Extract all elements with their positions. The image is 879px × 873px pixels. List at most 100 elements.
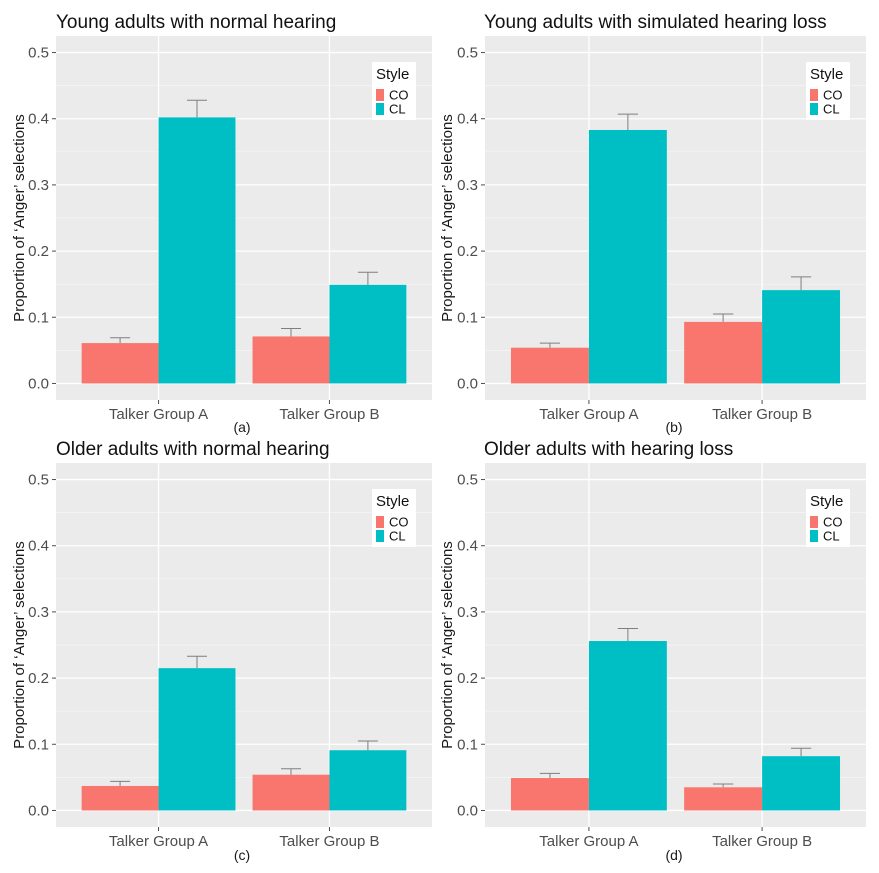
y-tick-label: 0.0 bbox=[28, 802, 49, 819]
panel-d: 0.0 0.1 0.2 0.3 0.4 0.5 Talker Group A Talker G… bbox=[439, 439, 866, 863]
legend-label-co: CO bbox=[823, 515, 843, 530]
error-bar bbox=[110, 780, 131, 786]
legend-swatch-co bbox=[376, 89, 384, 101]
error-bar bbox=[187, 99, 207, 118]
y-tick-label: 0.2 bbox=[457, 243, 478, 260]
error-bar bbox=[357, 740, 378, 751]
bar-co-2 bbox=[684, 321, 763, 384]
y-axis-label: Proportion of ‘Anger’ selections bbox=[11, 541, 28, 749]
y-tick-label: 0.1 bbox=[28, 309, 49, 326]
legend-swatch-cl bbox=[376, 530, 384, 542]
bar-co-2 bbox=[684, 787, 763, 811]
y-tick-label: 0.0 bbox=[28, 375, 49, 392]
y-tick-label: 0.5 bbox=[28, 45, 49, 62]
y-axis-label: Proportion of ‘Anger’ selections bbox=[439, 541, 456, 749]
legend-label-co: CO bbox=[823, 88, 843, 103]
legend-label-co: CO bbox=[389, 515, 409, 530]
legend-swatch-co bbox=[376, 516, 384, 528]
error-bar bbox=[617, 113, 639, 130]
y-tick-label: 0.4 bbox=[457, 111, 478, 128]
y-axis-label: Proportion of ‘Anger’ selections bbox=[11, 114, 28, 322]
legend-title: Style bbox=[376, 66, 409, 83]
y-tick-label: 0.1 bbox=[457, 736, 478, 753]
error-bar bbox=[712, 313, 734, 322]
bar-co-2 bbox=[252, 774, 330, 811]
legend-label-cl: CL bbox=[823, 102, 840, 117]
bar-co-2 bbox=[252, 336, 330, 384]
error-bar bbox=[790, 276, 812, 291]
bar-cl-1 bbox=[158, 117, 236, 384]
panel-label: (b) bbox=[665, 419, 682, 435]
bar-co-1 bbox=[510, 347, 589, 384]
bar-co-1 bbox=[81, 343, 159, 384]
bar-cl-1 bbox=[588, 129, 667, 384]
bar-cl-2 bbox=[762, 756, 841, 811]
legend-title: Style bbox=[810, 493, 843, 510]
error-bar bbox=[281, 328, 301, 337]
error-bar bbox=[187, 655, 207, 669]
error-bar bbox=[357, 271, 378, 285]
y-axis-label: Proportion of ‘Anger’ selections bbox=[439, 114, 456, 322]
y-tick-label: 0.2 bbox=[28, 670, 49, 687]
panel-label: (d) bbox=[665, 847, 682, 863]
x-tick-label: Talker Group B bbox=[712, 833, 812, 850]
y-tick-label: 0.0 bbox=[457, 375, 478, 392]
error-bar bbox=[281, 768, 301, 775]
legend-title: Style bbox=[810, 66, 843, 83]
legend-swatch-cl bbox=[810, 103, 818, 115]
legend-label-cl: CL bbox=[823, 529, 840, 544]
error-bar bbox=[539, 772, 561, 779]
legend-swatch-cl bbox=[376, 103, 384, 115]
x-tick-label: Talker Group B bbox=[279, 833, 379, 850]
error-bar bbox=[110, 337, 131, 344]
x-tick-label: Talker Group B bbox=[279, 406, 379, 423]
y-tick-label: 0.5 bbox=[457, 472, 478, 489]
panel-title: Older adults with normal hearing bbox=[56, 439, 330, 460]
panel-title: Young adults with normal hearing bbox=[56, 12, 336, 33]
bar-co-1 bbox=[510, 778, 589, 811]
legend-swatch-co bbox=[810, 516, 818, 528]
y-tick-label: 0.5 bbox=[457, 45, 478, 62]
y-tick-label: 0.3 bbox=[28, 177, 49, 194]
legend-title: Style bbox=[376, 493, 409, 510]
bar-cl-1 bbox=[158, 668, 236, 811]
panel-title: Young adults with simulated hearing loss bbox=[484, 12, 827, 33]
bar-cl-2 bbox=[329, 750, 407, 811]
y-tick-label: 0.3 bbox=[28, 604, 49, 621]
legend-swatch-cl bbox=[810, 530, 818, 542]
y-tick-label: 0.3 bbox=[457, 604, 478, 621]
x-tick-label: Talker Group A bbox=[109, 833, 208, 850]
y-tick-label: 0.0 bbox=[457, 802, 478, 819]
legend-label-cl: CL bbox=[389, 102, 406, 117]
y-tick-label: 0.3 bbox=[457, 177, 478, 194]
x-tick-label: Talker Group A bbox=[539, 406, 638, 423]
error-bar bbox=[617, 627, 639, 642]
bar-cl-2 bbox=[762, 290, 841, 384]
x-tick-label: Talker Group A bbox=[109, 406, 208, 423]
legend-swatch-co bbox=[810, 89, 818, 101]
y-tick-label: 0.4 bbox=[28, 538, 49, 555]
bar-co-1 bbox=[81, 785, 159, 811]
x-tick-label: Talker Group B bbox=[712, 406, 812, 423]
legend-label-cl: CL bbox=[389, 529, 406, 544]
y-tick-label: 0.5 bbox=[28, 472, 49, 489]
error-bar bbox=[712, 783, 734, 788]
y-tick-label: 0.4 bbox=[457, 538, 478, 555]
bar-cl-1 bbox=[588, 641, 667, 811]
y-tick-label: 0.2 bbox=[28, 243, 49, 260]
x-tick-label: Talker Group A bbox=[539, 833, 638, 850]
panel-a: 0.0 0.1 0.2 0.3 0.4 0.5 Talker Group A Talker G… bbox=[11, 12, 432, 435]
y-tick-label: 0.1 bbox=[28, 736, 49, 753]
error-bar bbox=[790, 747, 812, 757]
panel-b: 0.0 0.1 0.2 0.3 0.4 0.5 Talker Group A Talker G… bbox=[439, 12, 866, 435]
bar-cl-2 bbox=[329, 284, 407, 384]
panel-label: (a) bbox=[233, 419, 250, 435]
panel-c: 0.0 0.1 0.2 0.3 0.4 0.5 Talker Group A Talker G… bbox=[11, 439, 432, 863]
panel-label: (c) bbox=[234, 847, 250, 863]
y-tick-label: 0.1 bbox=[457, 309, 478, 326]
